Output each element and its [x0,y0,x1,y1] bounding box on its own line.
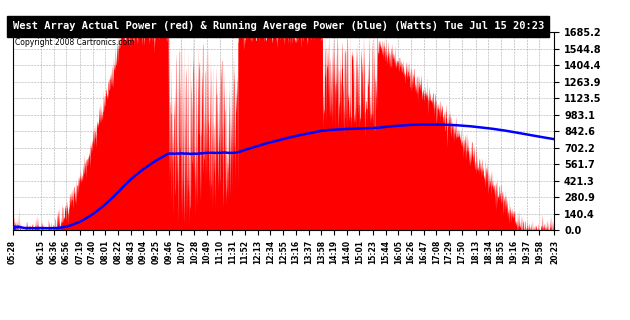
Text: Copyright 2008 Cartronics.com: Copyright 2008 Cartronics.com [15,38,135,47]
Text: West Array Actual Power (red) & Running Average Power (blue) (Watts) Tue Jul 15 : West Array Actual Power (red) & Running … [13,21,544,31]
